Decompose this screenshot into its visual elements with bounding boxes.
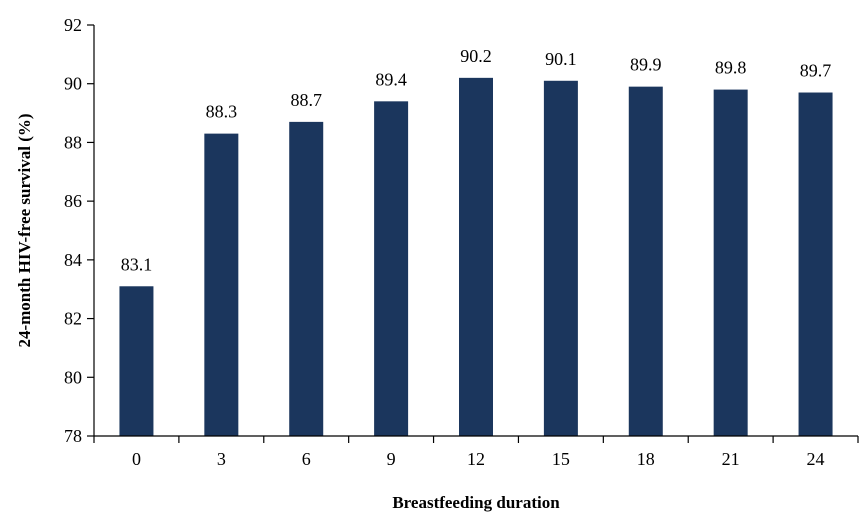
y-tick-label: 80 — [64, 367, 82, 387]
x-tick-label: 9 — [387, 449, 396, 469]
bar-15 — [543, 80, 578, 437]
y-axis-title: 24-month HIV-free survival (%) — [15, 113, 34, 347]
y-tick-label: 78 — [64, 426, 82, 446]
bar-9 — [374, 101, 409, 436]
bar-0 — [119, 286, 154, 436]
data-label: 83.1 — [121, 254, 153, 274]
x-tick-label: 3 — [217, 449, 226, 469]
x-tick-label: 24 — [807, 449, 825, 469]
y-tick-label: 90 — [64, 74, 82, 94]
y-tick-label: 88 — [64, 132, 82, 152]
bar-3 — [204, 133, 239, 436]
data-label: 90.1 — [545, 49, 577, 69]
x-tick-label: 18 — [637, 449, 655, 469]
y-tick-label: 84 — [64, 250, 82, 270]
x-tick-label: 12 — [467, 449, 485, 469]
data-label: 90.2 — [460, 46, 492, 66]
bars-group — [119, 77, 833, 437]
x-tick-label: 0 — [132, 449, 141, 469]
bar-6 — [289, 121, 324, 436]
data-labels-group: 83.1 88.3 88.7 89.4 90.2 90.1 89.9 89.8 89.7 — [121, 46, 832, 274]
data-label: 88.7 — [290, 90, 322, 110]
y-tick-label: 82 — [64, 309, 82, 329]
bar-18 — [628, 86, 663, 437]
x-tick-label: 15 — [552, 449, 570, 469]
data-label: 89.9 — [630, 55, 662, 75]
y-tick-label: 92 — [64, 15, 82, 35]
y-axis-ticks: 78 80 82 84 86 88 90 92 — [64, 15, 94, 446]
bar-12 — [459, 77, 493, 436]
x-axis-title: Breastfeeding duration — [392, 493, 560, 512]
bar-21 — [713, 89, 748, 436]
bar-24 — [798, 92, 833, 437]
x-tick-label: 6 — [302, 449, 311, 469]
x-axis-ticks: 0 3 6 9 12 15 18 21 24 — [93, 436, 859, 469]
y-tick-label: 86 — [64, 191, 82, 211]
data-label: 88.3 — [206, 102, 238, 122]
x-tick-label: 21 — [722, 449, 740, 469]
data-label: 89.4 — [375, 69, 407, 89]
data-label: 89.8 — [715, 58, 747, 78]
data-label: 89.7 — [800, 61, 832, 81]
